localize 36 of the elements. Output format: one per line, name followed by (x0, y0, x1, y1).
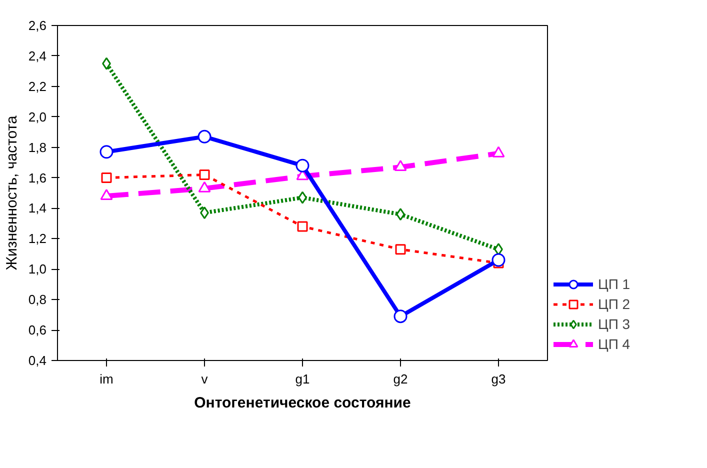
y-tick-label: 1,6 (28, 170, 47, 186)
y-tick-label: 1,4 (28, 200, 47, 216)
y-tick-label: 1,2 (28, 231, 47, 246)
point (199, 169, 210, 180)
legend-label: ЦП 3 (598, 316, 630, 332)
y-tick-label: 0,8 (28, 292, 47, 308)
point (101, 172, 112, 184)
x-axis-title: Онтогенетическое состояние (194, 394, 411, 412)
y-tick-label: 1,8 (28, 140, 47, 155)
point (296, 158, 310, 172)
point (297, 221, 308, 232)
y-tick-label: 2,2 (28, 78, 47, 94)
point (395, 244, 406, 255)
y-tick-label: 1,0 (28, 262, 47, 277)
y-tick-label: 2,0 (28, 109, 47, 124)
point (492, 253, 506, 267)
x-tick-label: g3 (491, 372, 506, 386)
x-tick-label: im (100, 372, 114, 386)
x-tick-label: v (201, 372, 208, 386)
x-tick-label: g2 (393, 372, 408, 386)
legend-label: ЦП 4 (598, 336, 630, 352)
y-axis-title: Жизненность, частота (3, 115, 20, 270)
y-tick-label: 2,6 (28, 18, 47, 33)
y-tick-label: 0,6 (28, 322, 47, 338)
point (198, 130, 212, 144)
point (100, 145, 114, 159)
point (100, 188, 113, 200)
y-tick-label: 0,4 (28, 353, 47, 368)
point (394, 310, 408, 324)
point (492, 146, 505, 158)
legend-label: ЦП 1 (598, 276, 630, 292)
y-tick-label: 2,4 (28, 48, 47, 64)
point (198, 181, 211, 192)
point (394, 160, 407, 172)
x-tick-label: g1 (295, 372, 310, 386)
legend-label: ЦП 2 (598, 296, 630, 312)
